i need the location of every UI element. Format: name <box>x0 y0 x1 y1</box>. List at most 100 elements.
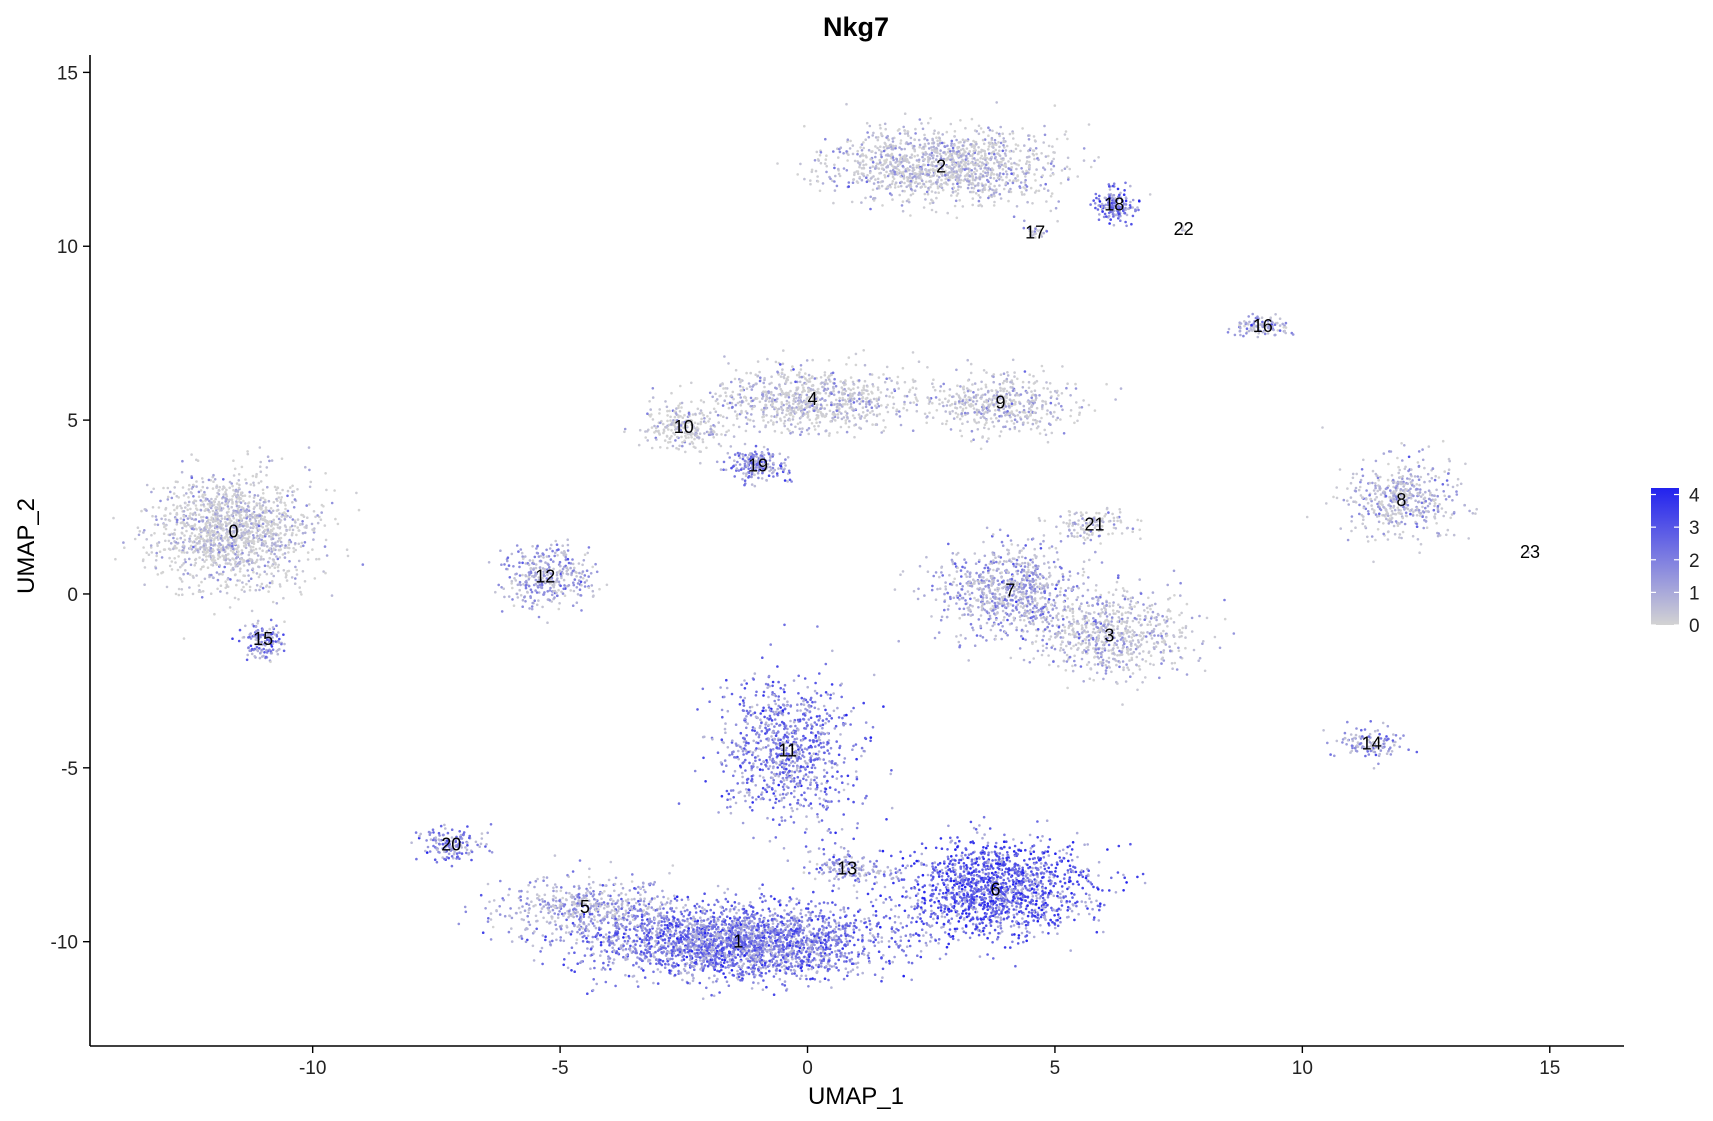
cell-point <box>918 118 922 121</box>
cell-point <box>232 526 235 529</box>
cell-point <box>790 935 794 938</box>
cell-point <box>724 897 728 901</box>
cell-point <box>797 924 800 927</box>
cell-point <box>909 136 913 140</box>
cell-point <box>759 947 762 950</box>
cell-point <box>314 515 317 519</box>
cell-point <box>188 557 191 561</box>
cell-point <box>305 526 308 529</box>
cell-point <box>753 949 757 952</box>
cell-point <box>652 970 655 974</box>
cell-point <box>902 974 905 978</box>
cell-point <box>721 912 724 916</box>
cell-point <box>286 494 289 498</box>
cell-point <box>265 473 268 477</box>
cell-point <box>138 530 142 533</box>
cell-point <box>837 935 841 939</box>
cell-point <box>632 950 635 953</box>
cell-point <box>324 571 327 575</box>
cell-point <box>240 549 244 552</box>
cell-point <box>869 195 872 199</box>
cell-point <box>808 930 811 933</box>
cell-point <box>879 161 882 164</box>
cell-point <box>891 175 895 179</box>
cell-point <box>137 533 141 537</box>
cell-point <box>188 514 191 518</box>
cell-point <box>703 956 706 960</box>
cell-point <box>837 958 840 962</box>
cell-point <box>594 926 598 930</box>
cell-point <box>248 585 252 589</box>
cell-point <box>782 945 786 948</box>
cell-point <box>268 531 272 534</box>
cell-point <box>834 938 837 942</box>
cell-point <box>806 919 809 922</box>
cell-point <box>258 514 262 517</box>
cell-point <box>853 921 856 925</box>
cell-point <box>1002 187 1006 191</box>
cell-point <box>143 583 146 586</box>
cell-point <box>237 505 241 508</box>
cell-point <box>1028 160 1031 164</box>
cell-point <box>636 924 639 927</box>
cell-point <box>686 940 690 943</box>
cell-point <box>175 518 179 522</box>
cell-point <box>917 138 921 142</box>
cell-point <box>614 951 618 955</box>
cell-point <box>858 928 861 932</box>
cell-point <box>217 550 221 554</box>
cell-point <box>695 922 699 925</box>
cell-point <box>1056 219 1059 223</box>
cell-point <box>711 958 714 961</box>
cell-point <box>255 560 258 563</box>
cell-point <box>197 550 200 554</box>
cell-point <box>195 480 198 483</box>
cell-point <box>747 931 751 935</box>
cell-point <box>728 932 732 936</box>
cell-point <box>984 158 987 162</box>
cell-point <box>714 932 718 936</box>
cell-point <box>228 517 231 520</box>
cell-point <box>899 171 902 174</box>
cell-point <box>626 957 629 961</box>
cell-point <box>624 973 627 977</box>
cell-point <box>684 925 687 929</box>
cell-point <box>901 200 905 203</box>
cell-point <box>851 968 855 971</box>
cell-point <box>247 563 251 566</box>
cell-point <box>647 939 651 942</box>
cell-point <box>208 523 212 527</box>
cell-point <box>949 122 953 126</box>
cell-point <box>798 919 801 922</box>
cell-point <box>218 555 222 559</box>
cell-point <box>210 516 213 519</box>
cell-point <box>174 480 178 484</box>
cell-point <box>289 526 292 529</box>
cell-point <box>1004 154 1008 157</box>
cell-point <box>228 486 231 490</box>
cell-point <box>210 554 214 558</box>
cell-point <box>671 954 674 957</box>
cell-point <box>759 966 763 970</box>
cell-point <box>873 973 877 976</box>
cell-point <box>231 484 234 488</box>
cell-point <box>259 480 263 483</box>
cell-point <box>623 939 627 943</box>
cell-point <box>624 947 628 951</box>
cell-point <box>271 600 275 604</box>
cell-point <box>265 550 269 553</box>
cell-point <box>788 919 792 922</box>
cell-point <box>1082 147 1086 150</box>
cell-point <box>187 523 190 527</box>
cell-point <box>190 487 194 490</box>
cell-point <box>810 967 813 971</box>
cell-point <box>695 955 699 959</box>
cell-point <box>255 551 259 555</box>
cell-point <box>143 566 147 569</box>
cell-point <box>600 968 604 971</box>
cell-point <box>206 550 209 554</box>
cell-point <box>970 145 974 148</box>
cell-point <box>259 524 263 527</box>
cell-point <box>681 923 684 927</box>
cell-point <box>595 982 598 986</box>
